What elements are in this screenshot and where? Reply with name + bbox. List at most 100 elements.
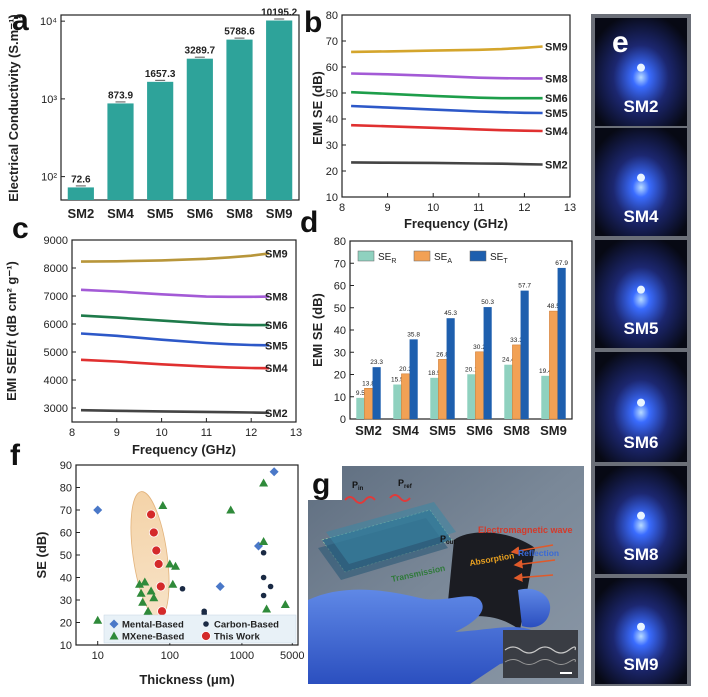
series-SM4 (351, 123, 543, 133)
p-in-label: Pin (352, 480, 364, 492)
series-label-SM9: SM9 (265, 248, 288, 260)
panel-g-label-bg (306, 466, 342, 500)
legend-swatch-SE_A (413, 250, 431, 262)
bar-SE_R-SM2 (356, 397, 365, 419)
y-tick-label: 40 (334, 325, 346, 337)
bar-value-label: 26.8 (436, 351, 449, 358)
point-mxene-based (93, 615, 103, 624)
bar-SE_R-SM9 (541, 375, 550, 419)
bar-SM5 (147, 81, 174, 200)
series-SM6 (351, 90, 543, 100)
category-label: SM9 (266, 206, 293, 221)
y-tick-label: 20 (60, 618, 72, 630)
point-this-work (151, 545, 162, 556)
y-tick-label: 8000 (44, 263, 68, 275)
y-tick-label: 40 (326, 114, 338, 126)
panel-d-legend: SER SEA SET (357, 250, 508, 265)
photo-label-SM2: SM2 (624, 97, 659, 116)
panel-a-ticks: 10² 10³ 10⁴ (40, 16, 65, 184)
value-label: 873.9 (108, 90, 133, 101)
point-mxene-based (262, 604, 272, 613)
point-this-work (146, 509, 156, 520)
bar-value-label: 57.7 (518, 283, 531, 290)
legend-marker-this-work (201, 631, 211, 641)
y-tick-label: 20 (326, 166, 338, 178)
bar-value-label: 35.8 (407, 331, 420, 338)
category-label: SM9 (540, 423, 567, 438)
y-tick-label: 0 (340, 414, 346, 426)
x-tick-label: 5000 (280, 650, 304, 662)
series-SM6 (80, 314, 270, 327)
y-tick-label: 80 (326, 10, 338, 22)
legend-label-SE_R: SER (378, 252, 396, 265)
y-tick-label: 20 (334, 370, 346, 382)
value-label: 5788.6 (224, 27, 255, 38)
panel-c-xlabel: Frequency (GHz) (132, 442, 236, 457)
series-label-SM4: SM4 (265, 363, 289, 375)
photo-label-SM4: SM4 (624, 207, 660, 226)
panel-g-label: g (312, 468, 330, 501)
led-SM2 (637, 63, 645, 72)
y-tick-label: 60 (334, 281, 346, 293)
series-label-SM2: SM2 (545, 160, 568, 172)
series-SM9 (80, 252, 270, 263)
panel-d: d 0 10 20 30 40 50 60 70 80 9.5 13.8 23.3 SM2 15.5 20.… (300, 206, 573, 438)
category-label: SM5 (147, 206, 174, 221)
panel-f: f 10 20 30 40 50 60 70 80 90 10 100 1000 5000 Mental… (10, 439, 305, 687)
series-label-SM8: SM8 (545, 73, 568, 85)
p-ref-label: Pref (398, 478, 413, 490)
x-tick-label: 11 (473, 202, 484, 214)
y-tick-label: 30 (60, 595, 72, 607)
bar-SE_T-SM9 (557, 267, 566, 419)
bar-value-label: 19.4 (539, 368, 552, 375)
bar-SE_T-SM6 (483, 307, 492, 419)
bar-SM8 (226, 39, 253, 200)
legend-label-SE_T: SET (490, 252, 508, 265)
point-mxene-based (226, 505, 236, 514)
legend-label-this-work: This Work (214, 632, 260, 643)
point-carbon-based (260, 549, 267, 556)
series-SM4 (80, 358, 270, 370)
series-SM5 (351, 104, 543, 115)
em-arrow-3 (513, 572, 554, 582)
panel-c-ylabel: EMI SEE/t (dB cm² g⁻¹) (4, 261, 19, 401)
point-mxene-based (158, 501, 168, 509)
bar-SE_A-SM2 (364, 388, 373, 420)
y-tick-label: 30 (334, 347, 346, 359)
point-mxene-based (136, 588, 146, 597)
panel-c-lines: 8 9 10 11 12 13 3000 4000 5000 6000 7000 8000 9000 SM… (44, 235, 303, 439)
panel-d-label: d (300, 206, 318, 239)
panel-d-bars: 0 10 20 30 40 50 60 70 80 9.5 13.8 23.3 SM2 15.5 20.3 3… (334, 236, 569, 438)
legend-label-carbon-based: Carbon-Based (214, 620, 279, 631)
y-tick-label: 50 (326, 88, 338, 100)
panel-c-plot-frame (71, 239, 297, 423)
panel-e-photos: SM2 SM4 SM5 SM6 SM8 SM9 (595, 18, 687, 684)
series-SM8 (351, 72, 543, 80)
y-tick-label: 80 (60, 483, 72, 495)
reflected-wave (389, 494, 411, 502)
panel-b-lines: 8 9 10 11 12 13 10 20 30 40 50 60 70 80 SM9 SM8 SM6 SM5 SM… (326, 10, 576, 214)
point-mxene-based (143, 606, 153, 615)
series-label-SM6: SM6 (265, 320, 288, 332)
panel-g: Pin Pref Pout Electromagnetic wave Refle… (306, 466, 584, 684)
x-tick-label: 10 (155, 427, 167, 439)
point-mxene-based (140, 577, 150, 586)
panel-f-legend: Mental-Based Carbon-Based MXene-Based This … (103, 614, 297, 644)
p-out-label: Pout (440, 534, 455, 546)
bar-value-label: 45.3 (444, 310, 457, 317)
tick-label: 10³ (41, 94, 57, 106)
photo-SM4 (595, 128, 687, 236)
bar-SE_R-SM5 (430, 377, 439, 419)
point-mxene-based (259, 478, 269, 487)
series-label-SM9: SM9 (545, 41, 568, 53)
category-label: SM5 (429, 423, 456, 438)
category-label: SM6 (466, 423, 493, 438)
bar-SE_R-SM8 (504, 364, 513, 419)
scale-bar (560, 672, 572, 674)
category-label: SM2 (67, 206, 94, 221)
x-tick-label: 11 (201, 427, 212, 439)
y-tick-label: 10 (334, 392, 346, 404)
panel-f-ylabel: SE (dB) (34, 532, 49, 579)
x-tick-label: 8 (339, 202, 345, 214)
y-tick-label: 5000 (44, 347, 68, 359)
